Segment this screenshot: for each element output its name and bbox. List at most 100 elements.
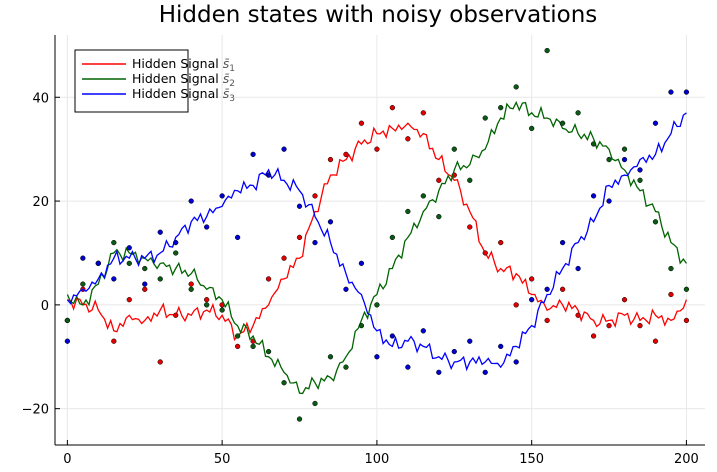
observation-point (80, 255, 86, 261)
observation-point (606, 156, 612, 163)
observation-point (590, 141, 597, 147)
observation-point (188, 281, 194, 287)
observation-point (64, 317, 71, 324)
series-group (64, 47, 690, 422)
observation-point (265, 348, 272, 355)
observation-point (621, 297, 628, 303)
observation-point (374, 302, 380, 308)
observation-point (621, 156, 628, 163)
observation-point (498, 239, 504, 246)
observation-point (544, 286, 550, 292)
observation-point (652, 120, 659, 126)
legend-label-3: Hidden Signal s̄3 (132, 86, 235, 104)
observation-point (374, 146, 380, 152)
observation-point (281, 380, 287, 386)
observation-point (343, 286, 349, 292)
legend-label-1: Hidden Signal s̄1 (132, 56, 235, 74)
observation-point (204, 302, 210, 308)
observation-point (142, 265, 148, 272)
observation-point (142, 286, 148, 292)
observation-point (265, 172, 272, 178)
hidden-signal-line-1 (67, 122, 688, 342)
observation-point (343, 151, 349, 158)
observation-point (451, 146, 457, 152)
observation-point (126, 245, 132, 251)
y-tick-label: 0 (41, 299, 49, 314)
observation-point (111, 338, 117, 344)
observation-point (606, 322, 612, 329)
observation-point (157, 359, 163, 365)
observation-point (482, 115, 488, 121)
observation-point (529, 125, 535, 132)
observation-point (281, 146, 287, 152)
observation-point (529, 297, 535, 303)
observation-point (358, 120, 365, 126)
observation-point (281, 255, 287, 261)
observation-point (234, 234, 241, 241)
observation-point (498, 105, 504, 111)
observation-point (219, 193, 225, 199)
observation-point (668, 89, 674, 95)
observation-point (668, 291, 674, 298)
observation-point (606, 198, 612, 204)
chart-title: Hidden states with noisy observations (159, 2, 598, 28)
observation-point (173, 239, 179, 246)
observation-point (436, 213, 442, 220)
series-1 (64, 105, 690, 365)
observation-point (529, 276, 535, 282)
observation-point (467, 224, 473, 230)
observation-point (126, 297, 132, 303)
observation-point (327, 354, 334, 360)
observation-point (234, 333, 241, 339)
observation-point (219, 307, 225, 313)
observation-point (575, 110, 581, 116)
observation-point (544, 317, 550, 324)
observation-point (436, 177, 442, 183)
x-tick-label: 150 (519, 452, 544, 467)
observation-point (590, 333, 597, 339)
observation-point (343, 364, 349, 370)
observation-point (296, 203, 303, 209)
observation-point (405, 136, 411, 142)
x-tick-label: 100 (364, 452, 389, 467)
observation-point (637, 322, 643, 329)
observation-point (188, 286, 194, 292)
observation-point (80, 281, 86, 287)
x-tick-label: 200 (674, 452, 699, 467)
observation-point (204, 224, 210, 230)
observation-point (157, 276, 163, 282)
hidden-signal-line-2 (66, 100, 687, 395)
observation-point (312, 400, 318, 407)
observation-point (559, 239, 566, 246)
observation-point (482, 250, 488, 256)
observation-point (188, 198, 194, 204)
observation-point (668, 265, 674, 272)
observation-point (637, 177, 643, 183)
observation-point (590, 193, 597, 199)
observation-point (683, 286, 690, 292)
observation-point (389, 105, 396, 111)
observation-point (389, 333, 396, 339)
observation-point (296, 234, 303, 241)
observation-point (559, 286, 566, 292)
observation-point (312, 239, 318, 246)
observation-point (436, 369, 442, 375)
observation-point (575, 265, 581, 272)
observation-point (296, 416, 303, 422)
observation-point (652, 219, 659, 225)
axes: 0 50 100 150 200 −20 0 20 40 (22, 35, 705, 467)
legend-box (74, 49, 189, 113)
observation-point (250, 151, 256, 158)
legend-label-2: Hidden Signal s̄2 (132, 71, 235, 89)
hidden-signal-line-3 (66, 112, 687, 372)
observation-point (513, 84, 519, 90)
observation-point (64, 338, 71, 344)
observation-point (420, 193, 426, 199)
observation-point (683, 317, 690, 324)
observation-point (621, 146, 628, 152)
series-2 (64, 47, 690, 422)
y-tick-label: 40 (32, 91, 49, 106)
observation-point (111, 276, 117, 282)
